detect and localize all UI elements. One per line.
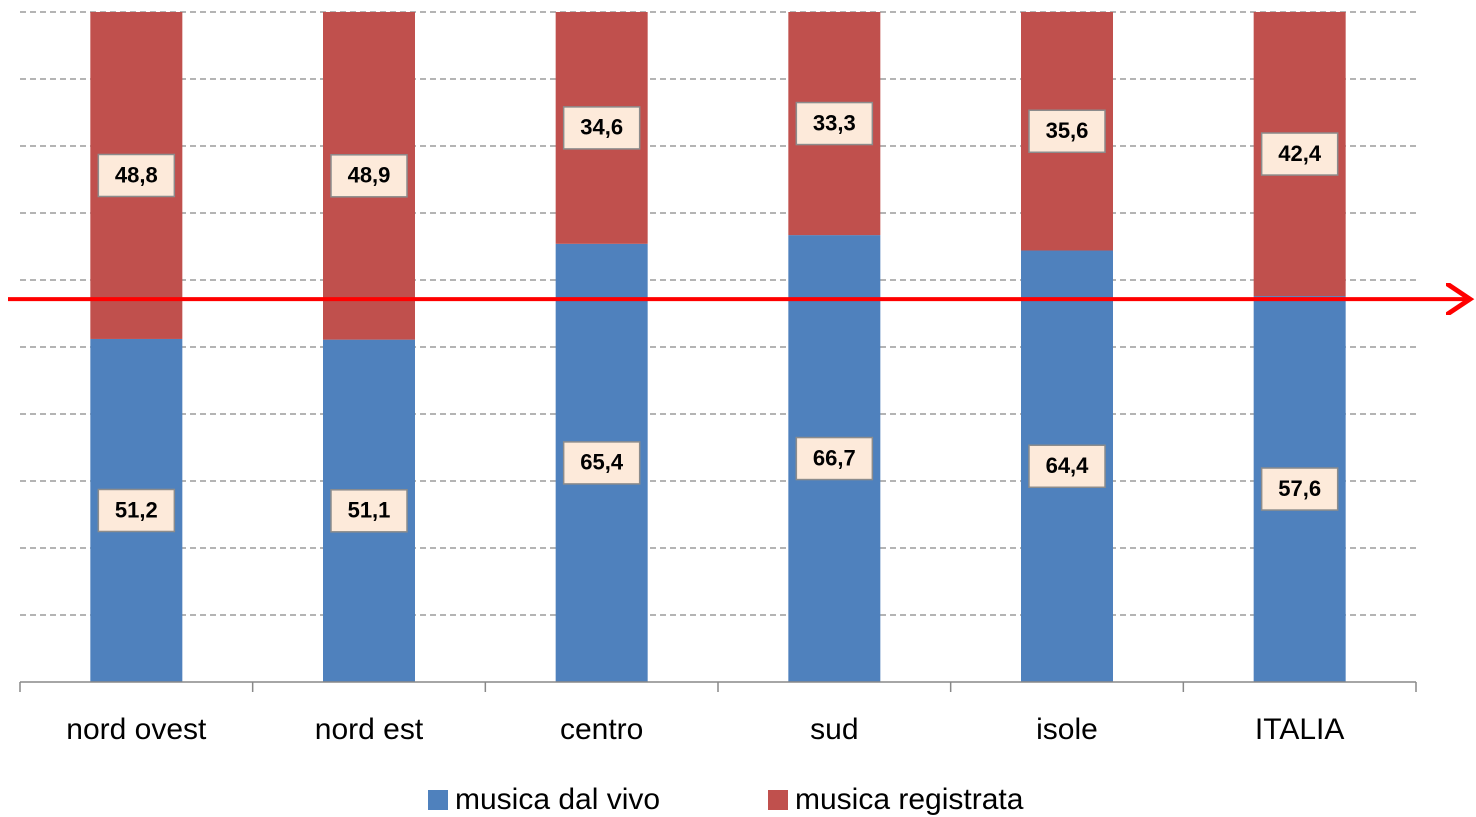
x-tick-label: ITALIA [1255, 713, 1344, 746]
data-label-box [330, 154, 408, 198]
x-tick-label: nord est [315, 713, 424, 746]
data-label-box [1260, 132, 1339, 176]
x-tick-label: nord ovest [66, 713, 207, 746]
x-tick-label: sud [810, 713, 858, 746]
data-label: 42,4 [1278, 141, 1322, 166]
legend-label: musica dal vivo [455, 783, 660, 816]
data-label: 48,8 [115, 162, 158, 187]
data-label: 64,4 [1046, 453, 1090, 478]
data-label-box [1260, 467, 1339, 511]
data-label: 48,9 [348, 163, 391, 188]
legend-label: musica registrata [795, 783, 1024, 816]
data-label-box [562, 106, 641, 150]
data-label: 66,7 [813, 445, 856, 470]
data-label-box [1028, 444, 1106, 489]
data-label: 34,6 [580, 115, 623, 140]
x-tick-label: isole [1036, 713, 1098, 746]
data-label-box [795, 101, 874, 146]
data-label-box [795, 436, 874, 481]
data-label: 57,6 [1278, 476, 1321, 501]
data-label: 65,4 [580, 450, 624, 475]
data-label: 35,6 [1046, 118, 1089, 143]
data-label: 51,1 [348, 498, 391, 523]
data-label: 33,3 [813, 110, 856, 135]
x-tick-label: centro [560, 713, 643, 746]
data-label-box [97, 488, 176, 533]
data-label-box [330, 489, 408, 533]
legend-swatch [428, 790, 448, 810]
data-label-box [1028, 109, 1106, 154]
data-label-box [97, 153, 176, 198]
data-label-box [562, 441, 641, 485]
legend-swatch [768, 790, 788, 810]
data-label: 51,2 [115, 497, 158, 522]
